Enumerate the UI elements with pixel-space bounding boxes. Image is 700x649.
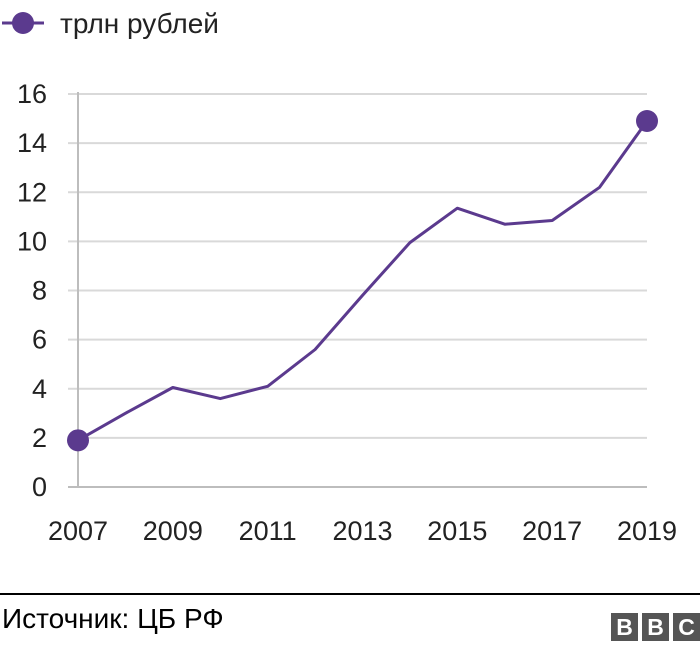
legend-marker-swatch xyxy=(12,12,34,34)
y-tick-label: 16 xyxy=(17,79,47,109)
x-axis-ticks: 2007 2009 2011 2013 2015 2017 2019 xyxy=(48,516,677,546)
source-note: Источник: ЦБ РФ xyxy=(2,603,224,634)
data-point-marker xyxy=(67,429,89,452)
series-group xyxy=(67,110,658,452)
x-tick-label: 2017 xyxy=(522,516,582,546)
grid-lines xyxy=(68,92,647,488)
x-tick-label: 2007 xyxy=(48,516,108,546)
legend: трлн рублей xyxy=(2,8,219,39)
y-tick-label: 8 xyxy=(32,276,47,306)
bbc-logo: B B C xyxy=(611,613,700,641)
data-point-marker xyxy=(636,110,658,133)
y-tick-label: 0 xyxy=(32,472,47,502)
y-tick-label: 12 xyxy=(17,177,47,207)
x-tick-label: 2015 xyxy=(427,516,487,546)
x-tick-label: 2013 xyxy=(332,516,392,546)
y-tick-label: 14 xyxy=(17,128,47,158)
bbc-logo-letter: B xyxy=(642,613,669,641)
x-tick-label: 2019 xyxy=(617,516,677,546)
y-axis-ticks: 0 2 4 6 8 10 12 14 16 xyxy=(17,79,47,502)
bbc-logo-letter: C xyxy=(673,613,700,641)
series-line xyxy=(77,120,649,442)
x-tick-label: 2009 xyxy=(143,516,203,546)
bbc-logo-letter: B xyxy=(611,613,638,641)
y-tick-label: 2 xyxy=(32,423,47,453)
y-tick-label: 10 xyxy=(17,226,47,256)
footer-divider xyxy=(0,593,700,595)
x-tick-label: 2011 xyxy=(239,516,297,546)
y-tick-label: 6 xyxy=(32,325,47,355)
y-tick-label: 4 xyxy=(32,374,47,404)
legend-label: трлн рублей xyxy=(60,8,219,39)
